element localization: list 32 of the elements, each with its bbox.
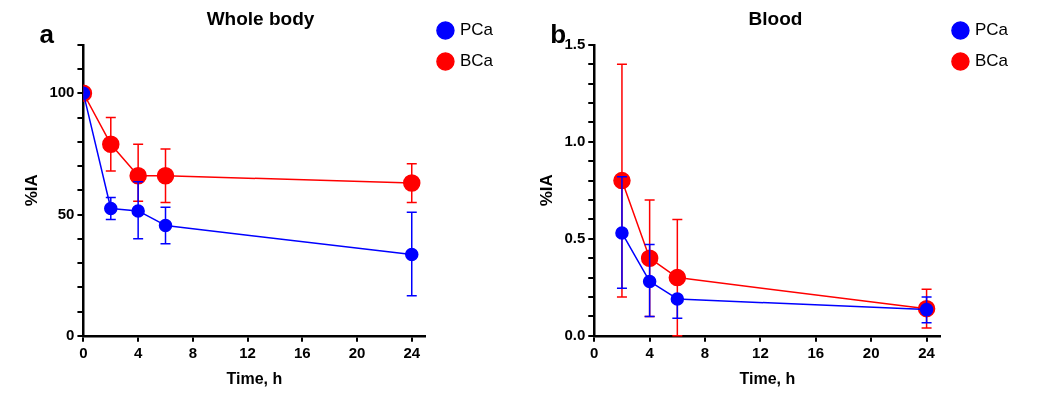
legend-label: PCa bbox=[974, 20, 1009, 40]
x-tick-label: 16 bbox=[807, 343, 825, 361]
x-tick-label: 4 bbox=[133, 343, 143, 361]
x-tick-label: 0 bbox=[590, 343, 599, 361]
y-tick-label: 0.5 bbox=[564, 228, 586, 246]
x-tick-label: 8 bbox=[700, 343, 710, 361]
x-tick-label: 24 bbox=[918, 343, 936, 361]
x-tick-label: 20 bbox=[348, 343, 366, 361]
legend-label: PCa bbox=[459, 20, 494, 40]
x-axis-title: Time, h bbox=[739, 369, 796, 387]
x-tick-label: 8 bbox=[188, 343, 198, 361]
legend-label: BCa bbox=[459, 51, 494, 71]
y-axis-title: %IA bbox=[21, 174, 41, 207]
chart-title: Blood bbox=[748, 7, 803, 29]
y-tick-label: 50 bbox=[57, 204, 75, 222]
y-tick-label: 0.0 bbox=[564, 325, 586, 343]
text: a bbox=[39, 18, 55, 49]
legend-label: BCa bbox=[974, 51, 1009, 71]
y-tick-label: 1.0 bbox=[564, 131, 586, 149]
x-tick-label: 16 bbox=[293, 343, 311, 361]
x-tick-label: 20 bbox=[862, 343, 880, 361]
chart-title: Whole body bbox=[206, 7, 315, 29]
y-axis-title: %IA bbox=[536, 174, 556, 207]
x-tick-label: 4 bbox=[645, 343, 655, 361]
x-tick-label: 24 bbox=[403, 343, 421, 361]
x-tick-label: 12 bbox=[239, 343, 256, 361]
x-tick-label: 0 bbox=[79, 343, 88, 361]
y-tick-label: 100 bbox=[49, 83, 75, 101]
y-tick-label: 1.5 bbox=[564, 34, 586, 52]
x-tick-label: 12 bbox=[752, 343, 769, 361]
y-tick-label: 0 bbox=[66, 325, 75, 343]
x-axis-title: Time, h bbox=[226, 369, 283, 387]
